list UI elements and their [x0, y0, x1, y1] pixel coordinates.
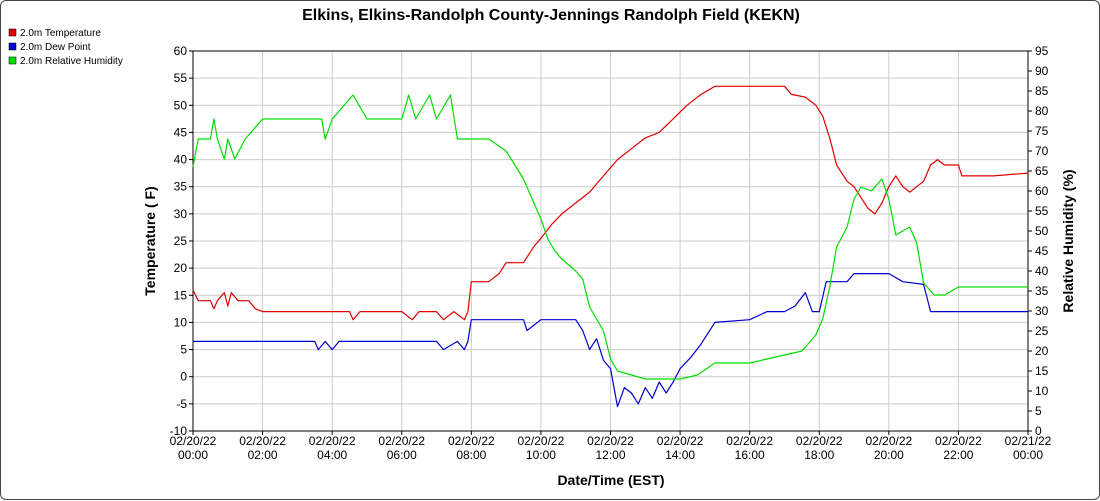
- legend-swatch: [8, 42, 17, 51]
- x-tick-time: 20:00: [874, 448, 904, 462]
- x-tick-time: 02:00: [248, 448, 278, 462]
- x-tick-time: 00:00: [1013, 448, 1043, 462]
- x-tick-time: 18:00: [804, 448, 834, 462]
- series-lines: [192, 85, 1029, 408]
- x-tick-time: 04:00: [317, 448, 347, 462]
- legend-label: 2.0m Temperature: [20, 28, 101, 39]
- left-tick-label: 10: [174, 315, 188, 329]
- right-tick-label: 75: [1035, 124, 1049, 138]
- legend: 2.0m Temperature 2.0m Dew Point 2.0m Relat…: [8, 28, 123, 67]
- right-tick-label: 35: [1035, 284, 1049, 298]
- right-tick-label: 85: [1035, 84, 1049, 98]
- right-tick-label: 95: [1035, 44, 1049, 58]
- right-tick-label: 25: [1035, 324, 1049, 338]
- x-tick-time: 22:00: [943, 448, 973, 462]
- right-tick-label: 65: [1035, 164, 1049, 178]
- chart-title: Elkins, Elkins-Randolph County-Jennings …: [302, 7, 800, 24]
- axes: [189, 50, 1032, 435]
- right-tick-label: 5: [1035, 404, 1042, 418]
- series-line-2-0m-temperature: [192, 85, 1029, 321]
- legend-swatch: [8, 28, 17, 37]
- left-tick-label: -5: [176, 397, 187, 411]
- left-tick-label: 15: [174, 288, 188, 302]
- left-tick-label: 0: [180, 370, 187, 384]
- x-tick-date: 02/20/22: [170, 434, 217, 448]
- y-axis-right-label: Relative Humidity (%): [1060, 169, 1076, 312]
- right-tick-label: 90: [1035, 64, 1049, 78]
- x-tick-date: 02/20/22: [309, 434, 356, 448]
- x-tick-date: 02/21/22: [1005, 434, 1052, 448]
- right-tick-label: 70: [1035, 144, 1049, 158]
- left-tick-label: 30: [174, 207, 188, 221]
- plot-border: [192, 50, 1029, 432]
- right-tick-label: 55: [1035, 204, 1049, 218]
- x-tick-date: 02/20/22: [239, 434, 286, 448]
- gridlines: [192, 50, 1029, 432]
- x-tick-date: 02/20/22: [935, 434, 982, 448]
- left-tick-label: 35: [174, 180, 188, 194]
- x-tick-time: 00:00: [178, 448, 208, 462]
- left-tick-label: 25: [174, 234, 188, 248]
- tick-labels: 605550454035302520151050-5-1095908580757…: [170, 44, 1052, 462]
- x-tick-date: 02/20/22: [518, 434, 565, 448]
- x-tick-time: 10:00: [526, 448, 556, 462]
- x-tick-time: 16:00: [735, 448, 765, 462]
- x-tick-date: 02/20/22: [796, 434, 843, 448]
- left-tick-label: 5: [180, 343, 187, 357]
- x-tick-date: 02/20/22: [726, 434, 773, 448]
- legend-label: 2.0m Dew Point: [20, 42, 91, 53]
- x-tick-date: 02/20/22: [448, 434, 495, 448]
- left-tick-label: -10: [170, 424, 188, 438]
- x-tick-date: 02/20/22: [657, 434, 704, 448]
- right-tick-label: 10: [1035, 384, 1049, 398]
- right-tick-label: 30: [1035, 304, 1049, 318]
- right-tick-label: 80: [1035, 104, 1049, 118]
- right-tick-label: 60: [1035, 184, 1049, 198]
- left-tick-label: 55: [174, 71, 188, 85]
- left-tick-label: 45: [174, 125, 188, 139]
- x-tick-time: 12:00: [595, 448, 625, 462]
- left-tick-label: 40: [174, 153, 188, 167]
- right-tick-label: 50: [1035, 224, 1049, 238]
- x-tick-time: 08:00: [456, 448, 486, 462]
- x-tick-date: 02/20/22: [378, 434, 425, 448]
- x-tick-date: 02/20/22: [587, 434, 634, 448]
- legend-swatch: [8, 56, 17, 65]
- x-axis-label: Date/Time (EST): [557, 472, 664, 488]
- right-tick-label: 0: [1035, 424, 1042, 438]
- x-tick-time: 14:00: [665, 448, 695, 462]
- right-tick-label: 45: [1035, 244, 1049, 258]
- right-tick-label: 20: [1035, 344, 1049, 358]
- x-tick-time: 06:00: [387, 448, 417, 462]
- series-line-2-0m-dew-point: [193, 273, 1028, 408]
- right-tick-label: 15: [1035, 364, 1049, 378]
- right-tick-label: 40: [1035, 264, 1049, 278]
- left-tick-label: 20: [174, 261, 188, 275]
- x-tick-date: 02/20/22: [865, 434, 912, 448]
- left-tick-label: 60: [174, 44, 188, 58]
- y-axis-left-label: Temperature ( F): [142, 186, 158, 295]
- left-tick-label: 50: [174, 98, 188, 112]
- legend-label: 2.0m Relative Humidity: [20, 56, 123, 67]
- series-line-2-0m-relative-humidity: [192, 94, 1028, 380]
